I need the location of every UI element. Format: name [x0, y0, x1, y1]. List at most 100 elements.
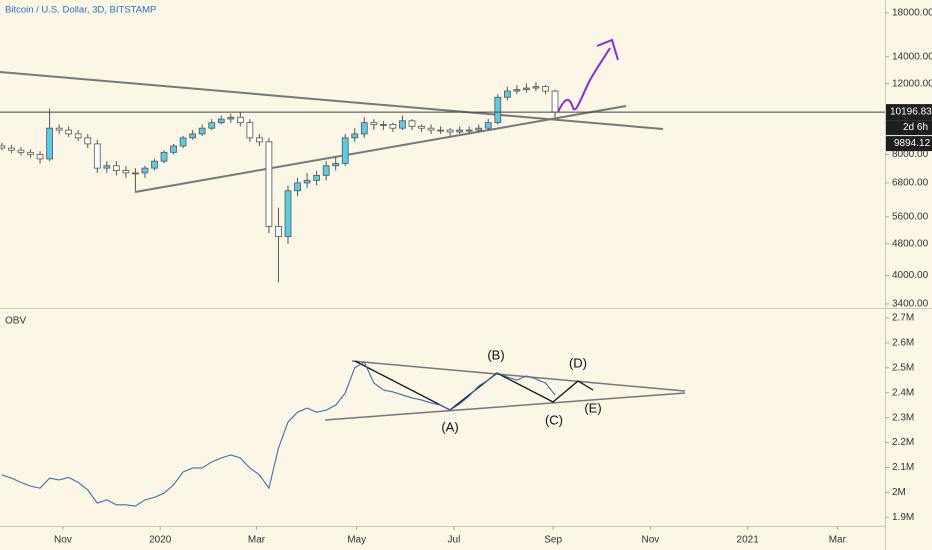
candle-body	[275, 226, 282, 238]
y-tick-label: 18000.00	[892, 7, 932, 18]
candle-body	[303, 179, 311, 184]
projection-arrow	[557, 38, 619, 113]
candle-body	[399, 120, 406, 129]
candle-body	[532, 86, 540, 89]
y-tick-label: 14000.00	[892, 51, 932, 62]
y-tick-label: 4800.00	[892, 238, 929, 249]
y-tick-label: 2.1M	[892, 462, 914, 473]
candle-body	[341, 137, 349, 164]
candle-body	[46, 127, 53, 160]
candle-body	[322, 165, 330, 176]
y-tick-label: 5600.00	[892, 211, 929, 222]
x-tick-label: Jul	[448, 535, 461, 546]
candle-body	[17, 149, 25, 153]
candle-body	[437, 129, 444, 132]
candle-body	[494, 96, 502, 124]
candle-body	[27, 151, 34, 155]
y-tick-label: 3400.00	[892, 299, 929, 310]
candle-body	[256, 137, 263, 143]
candle-body	[93, 143, 101, 169]
x-tick-label: Mar	[829, 535, 847, 546]
candle-body	[179, 137, 187, 147]
candle-body	[84, 137, 92, 145]
candle-body	[360, 122, 368, 135]
y-tick-label: 2.2M	[892, 437, 914, 448]
x-tick-label: Mar	[248, 535, 266, 546]
y-tick-label: 2.4M	[892, 387, 914, 398]
obv-line	[1, 361, 556, 507]
candle-body	[160, 151, 168, 162]
candle-body	[227, 116, 235, 120]
y-tick-label: 8000.00	[892, 149, 929, 160]
chart-title: Bitcoin / U.S. Dollar, 3D, BITSTAMP	[5, 5, 156, 16]
x-tick-label: 2021	[737, 535, 760, 546]
countdown-label: 2d 6h	[903, 122, 928, 133]
wave-label: (D)	[569, 355, 587, 370]
candle-body	[351, 133, 359, 139]
candle-body	[465, 129, 473, 132]
candle-body	[141, 167, 149, 174]
last-price-label: 10196.83	[890, 107, 932, 118]
candle-body	[523, 87, 530, 90]
candle-body	[74, 133, 82, 139]
candle-body	[551, 90, 559, 113]
candle-body	[408, 120, 416, 127]
candle-body	[132, 172, 139, 175]
x-tick-label: Nov	[54, 535, 72, 546]
candle-body	[389, 124, 397, 129]
candle-body	[65, 129, 73, 135]
y-tick-label: 12000.00	[892, 78, 932, 89]
candle-body	[484, 122, 492, 129]
y-tick-label: 2M	[892, 487, 906, 498]
candle-body	[418, 125, 425, 129]
candle-body	[236, 116, 244, 124]
candle-body	[112, 165, 120, 171]
candle-body	[0, 145, 6, 149]
candle-body	[246, 122, 254, 139]
x-tick-label: Nov	[642, 535, 660, 546]
wave-label: (A)	[441, 419, 458, 434]
candle-body	[513, 89, 521, 92]
wave-label: (E)	[584, 400, 601, 415]
y-tick-label: 4000.00	[892, 270, 929, 281]
candle-body	[217, 118, 225, 124]
drawings	[0, 38, 686, 421]
countdown-box	[886, 120, 932, 136]
y-tick-label: 6800.00	[892, 178, 929, 189]
candle-body	[313, 174, 320, 181]
price-marker-label: 9894.12	[894, 138, 931, 149]
wave-label: (C)	[545, 412, 563, 427]
y-tick-label: 2.7M	[892, 313, 914, 324]
candle-body	[55, 127, 63, 131]
indicator-title: OBV	[5, 316, 26, 327]
trend-line	[324, 392, 686, 421]
candle-body	[503, 90, 511, 98]
candle-body	[446, 129, 454, 133]
candle-body	[332, 163, 340, 167]
candle-body	[208, 122, 216, 129]
candle-body	[151, 160, 158, 169]
candle-body	[36, 154, 44, 160]
price-marker-box	[886, 136, 932, 152]
x-tick-label: Sep	[544, 535, 562, 546]
candle-body	[542, 86, 549, 92]
trend-line	[134, 105, 627, 193]
candle-body	[8, 147, 15, 151]
y-tick-label: 2.6M	[892, 338, 914, 349]
candle-body	[380, 124, 387, 126]
candle-body	[475, 127, 483, 131]
y-tick-label: 2.3M	[892, 412, 914, 423]
x-tick-label: May	[347, 535, 366, 546]
candle-body	[284, 190, 292, 238]
candle-body	[456, 129, 464, 133]
price-label-box	[886, 104, 932, 121]
candle-body	[103, 165, 111, 169]
y-tick-label: 1.9M	[892, 512, 914, 523]
candle-body	[189, 133, 196, 139]
candle-body	[427, 127, 435, 131]
candle-body	[370, 122, 378, 125]
candle-body	[170, 145, 177, 153]
trend-line	[351, 360, 686, 392]
